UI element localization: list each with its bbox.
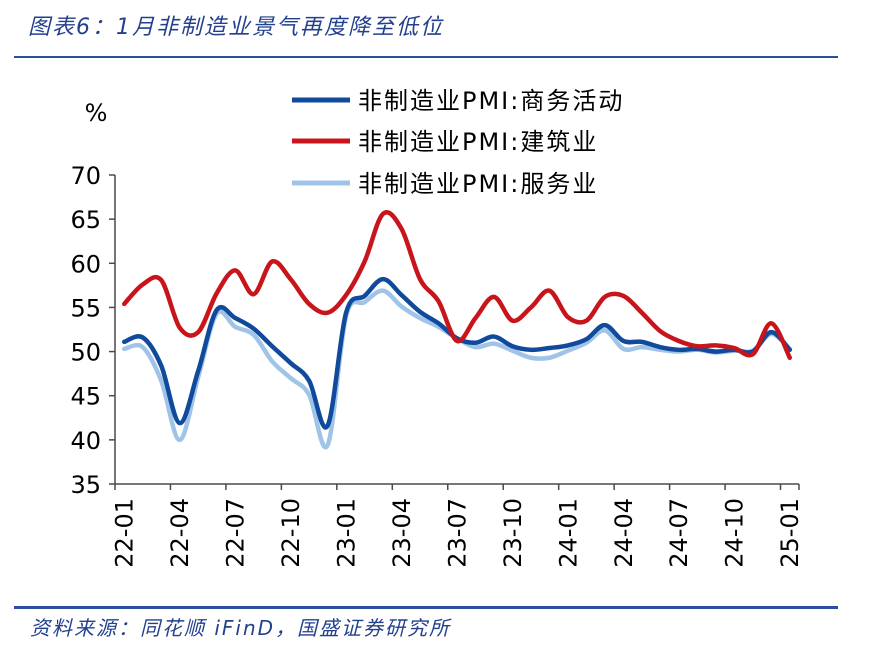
legend-label: 非制造业PMI:建筑业 bbox=[358, 128, 598, 156]
legend-label: 非制造业PMI:商务活动 bbox=[358, 87, 624, 115]
x-tick-label: 24-07 bbox=[665, 498, 693, 568]
x-tick-label: 22-10 bbox=[277, 498, 305, 568]
y-axis-ticks: 70 65 60 55 50 45 40 35 bbox=[70, 162, 115, 499]
x-tick-label: 25-01 bbox=[776, 498, 804, 568]
source-note: 资料来源：同花顺 iFinD，国盛证券研究所 bbox=[30, 616, 452, 640]
legend: 非制造业PMI:商务活动 非制造业PMI:建筑业 非制造业PMI:服务业 bbox=[292, 87, 624, 198]
series-line-services bbox=[121, 288, 793, 450]
y-tick-label: 50 bbox=[70, 339, 101, 367]
x-tick-label: 22-07 bbox=[222, 498, 250, 568]
plot-area bbox=[121, 210, 793, 450]
legend-item-services: 非制造业PMI:服务业 bbox=[292, 170, 598, 198]
x-tick-label: 23-10 bbox=[499, 498, 527, 568]
x-tick-label: 23-01 bbox=[332, 498, 360, 568]
x-tick-label: 23-04 bbox=[388, 498, 416, 568]
y-tick-label: 55 bbox=[70, 294, 101, 322]
x-tick-label: 23-07 bbox=[443, 498, 471, 568]
x-tick-label: 24-01 bbox=[554, 498, 582, 568]
y-tick-label: 70 bbox=[70, 162, 101, 190]
y-tick-label: 40 bbox=[70, 427, 101, 455]
figure-title: 图表6：1月非制造业景气再度降至低位 bbox=[28, 15, 444, 40]
series-line-construction bbox=[121, 210, 793, 360]
x-axis-ticks: 22-01 22-04 22-07 22-10 23-01 23-04 23-07 23-10… bbox=[111, 484, 804, 568]
legend-label: 非制造业PMI:服务业 bbox=[358, 170, 598, 198]
source-divider bbox=[14, 606, 838, 609]
series-line-business-activity bbox=[121, 276, 793, 430]
y-axis-label: % bbox=[85, 99, 108, 127]
y-tick-label: 65 bbox=[70, 206, 101, 234]
x-tick-label: 22-04 bbox=[166, 498, 194, 568]
legend-item-business-activity: 非制造业PMI:商务活动 bbox=[292, 87, 624, 115]
title-divider bbox=[14, 56, 838, 58]
legend-item-construction: 非制造业PMI:建筑业 bbox=[292, 128, 598, 156]
x-tick-label: 24-10 bbox=[721, 498, 749, 568]
y-tick-label: 45 bbox=[70, 383, 101, 411]
x-tick-label: 22-01 bbox=[111, 498, 139, 568]
y-tick-label: 60 bbox=[70, 250, 101, 278]
y-tick-label: 35 bbox=[70, 471, 101, 499]
x-tick-label: 24-04 bbox=[610, 498, 638, 568]
